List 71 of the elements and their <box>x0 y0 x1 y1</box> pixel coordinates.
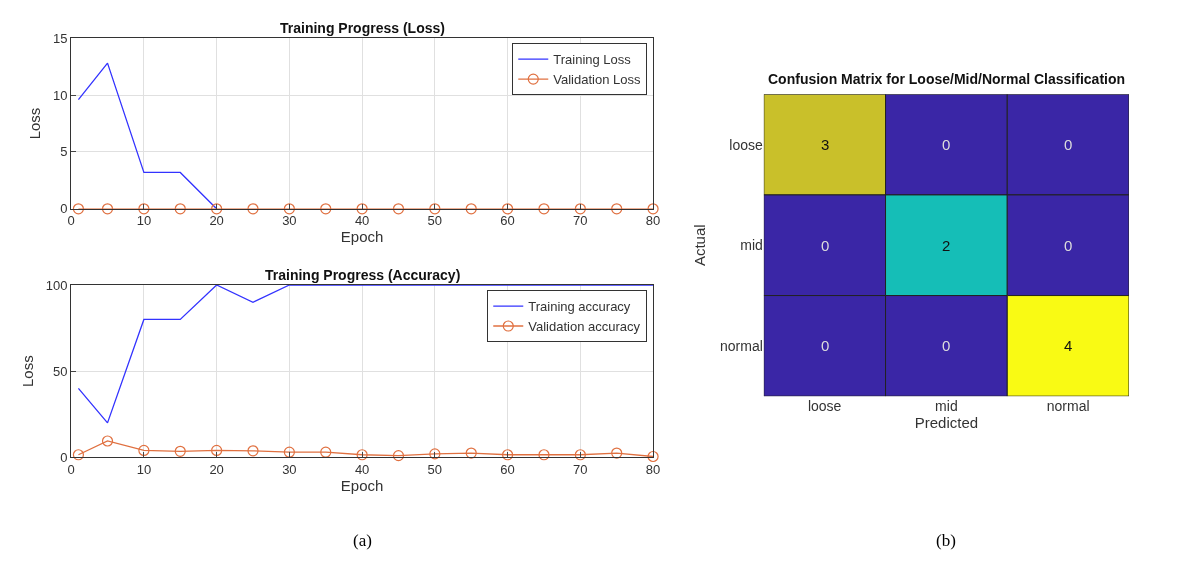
x-tick-label: 60 <box>500 461 515 477</box>
chart-title: Training Progress (Loss) <box>280 20 445 36</box>
chart-title: Training Progress (Accuracy) <box>265 267 461 283</box>
point <box>538 449 550 461</box>
legend-label: Training Loss <box>553 52 632 68</box>
x-tick-label: 30 <box>282 213 297 229</box>
point <box>392 450 405 462</box>
x-tick-label: 60 <box>500 213 515 229</box>
y-axis-title: Loss <box>19 355 37 388</box>
x-tick-label: 80 <box>645 461 661 477</box>
data-label: 4 <box>1064 337 1073 354</box>
x-tick-label: loose <box>807 398 842 415</box>
y-tick-label: 5 <box>60 144 68 160</box>
x-tick-label: 40 <box>354 213 370 229</box>
legend-label: Validation Loss <box>553 72 641 88</box>
point <box>429 448 441 460</box>
x-axis-title: Epoch <box>340 228 384 246</box>
x-tick-label: 70 <box>573 213 588 229</box>
point <box>283 446 295 458</box>
chart-title: Confusion Matrix for Loose/Mid/Normal Classification <box>768 71 1126 87</box>
point <box>174 445 186 457</box>
y-tick-label: normal <box>720 337 763 354</box>
x-tick-label: 40 <box>354 461 370 477</box>
data-label: 2 <box>942 237 951 254</box>
point <box>465 447 477 459</box>
x-tick-label: 10 <box>136 461 152 477</box>
point <box>574 449 586 461</box>
y-tick-label: 15 <box>53 30 68 46</box>
y-tick-label: loose <box>729 136 764 153</box>
x-axis-title: Predicted <box>914 414 979 432</box>
data-label: 3 <box>821 136 830 153</box>
x-axis-title: Epoch <box>340 476 384 494</box>
legend-label: Training accuracy <box>528 299 631 315</box>
y-tick-label: 100 <box>45 277 68 293</box>
point <box>72 449 85 461</box>
x-tick-label: 80 <box>645 213 661 229</box>
point <box>611 447 623 459</box>
x-tick-label: 70 <box>573 461 588 477</box>
y-tick-label: 50 <box>53 363 68 379</box>
x-tick-label: 10 <box>136 213 152 229</box>
point <box>356 449 368 461</box>
x-tick-label: 50 <box>427 213 443 229</box>
x-tick-label: 50 <box>427 461 443 477</box>
point <box>647 450 659 463</box>
y-axis-title: Actual <box>691 224 709 267</box>
x-tick-label: mid <box>935 398 958 415</box>
point <box>211 444 223 457</box>
y-axis-title: Loss <box>26 107 44 140</box>
text: (a) <box>353 531 372 550</box>
point <box>138 444 150 457</box>
data-label: 0 <box>1064 237 1073 254</box>
text: (b) <box>936 531 956 550</box>
data-label: 0 <box>821 237 830 254</box>
y-tick-label: mid <box>740 237 763 254</box>
point <box>320 446 332 458</box>
data-label: 0 <box>942 337 951 354</box>
x-tick-label: 20 <box>209 213 224 229</box>
line-series <box>77 285 654 424</box>
legend-label: Validation accuracy <box>528 319 641 335</box>
x-tick-label: 20 <box>209 461 224 477</box>
x-tick-label: 30 <box>282 461 297 477</box>
y-tick-label: 0 <box>60 449 68 465</box>
point <box>247 445 259 457</box>
y-tick-label: 10 <box>53 87 68 103</box>
data-label: 0 <box>821 337 830 354</box>
data-label: 0 <box>1064 136 1073 153</box>
point <box>502 449 514 461</box>
y-tick-label: 0 <box>60 201 68 217</box>
data-label: 0 <box>942 136 951 153</box>
x-tick-label: normal <box>1046 398 1090 415</box>
point <box>101 435 114 447</box>
